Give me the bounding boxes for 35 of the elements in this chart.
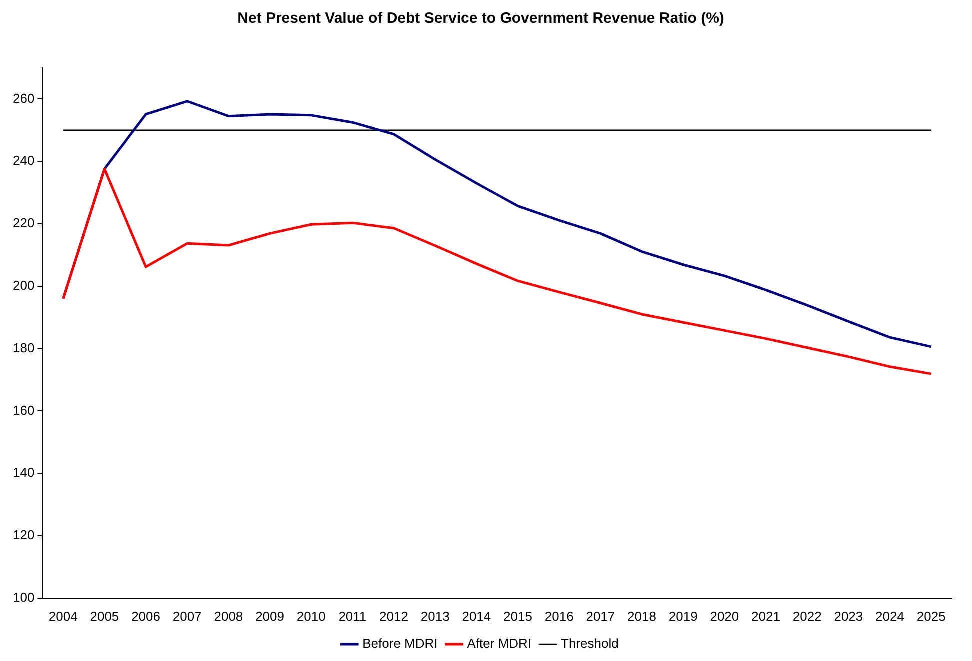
x-tick-label: 2014 <box>462 608 492 624</box>
x-tick-label: 2019 <box>668 608 698 624</box>
y-tick-label: 160 <box>12 402 35 418</box>
y-tick-label: 100 <box>12 590 35 605</box>
x-tick-label: 2024 <box>876 608 904 624</box>
x-tick-label: 2007 <box>172 608 202 624</box>
x-tick-label: 2006 <box>132 608 160 624</box>
y-tick-label: 180 <box>12 340 35 356</box>
x-tick-label: 2021 <box>752 608 780 624</box>
legend-label: Threshold <box>561 636 619 652</box>
x-tick-label: 2017 <box>586 608 616 624</box>
x-tick-label: 2005 <box>90 608 120 624</box>
x-tick-label: 2015 <box>504 608 532 624</box>
y-tick-label: 220 <box>12 216 35 231</box>
legend-label: Before MDRI <box>362 636 438 652</box>
x-tick-label: 2022 <box>792 608 822 624</box>
y-tick-label: 240 <box>12 153 35 168</box>
x-tick-label: 2011 <box>338 608 367 624</box>
x-tick-label: 2016 <box>544 608 574 624</box>
x-tick-label: 2009 <box>256 608 284 624</box>
x-tick-label: 2013 <box>420 608 450 624</box>
legend-label: After MDRI <box>467 636 532 652</box>
x-tick-label: 2004 <box>48 608 78 624</box>
x-tick-label: 2008 <box>214 608 244 624</box>
y-tick-label: 260 <box>12 90 35 106</box>
chart-title: Net Present Value of Debt Service to Government Revenue Ratio (%) <box>238 10 724 28</box>
y-tick-label: 140 <box>12 465 35 480</box>
y-tick-label: 200 <box>12 278 35 293</box>
x-tick-label: 2023 <box>834 608 864 624</box>
y-tick-label: 120 <box>12 528 35 543</box>
x-tick-label: 2018 <box>628 608 656 624</box>
x-tick-label: 2010 <box>296 608 326 624</box>
x-tick-label: 2020 <box>710 608 740 624</box>
x-tick-label: 2025 <box>916 608 946 624</box>
x-tick-label: 2012 <box>380 608 408 624</box>
